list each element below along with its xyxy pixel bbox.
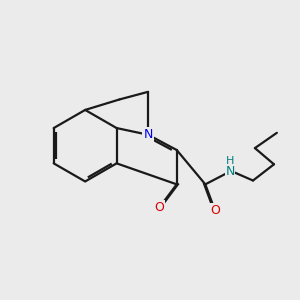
Text: N: N: [143, 128, 153, 141]
Text: O: O: [210, 204, 220, 217]
Text: O: O: [154, 201, 164, 214]
Text: N: N: [225, 165, 235, 178]
Text: H: H: [226, 156, 234, 167]
